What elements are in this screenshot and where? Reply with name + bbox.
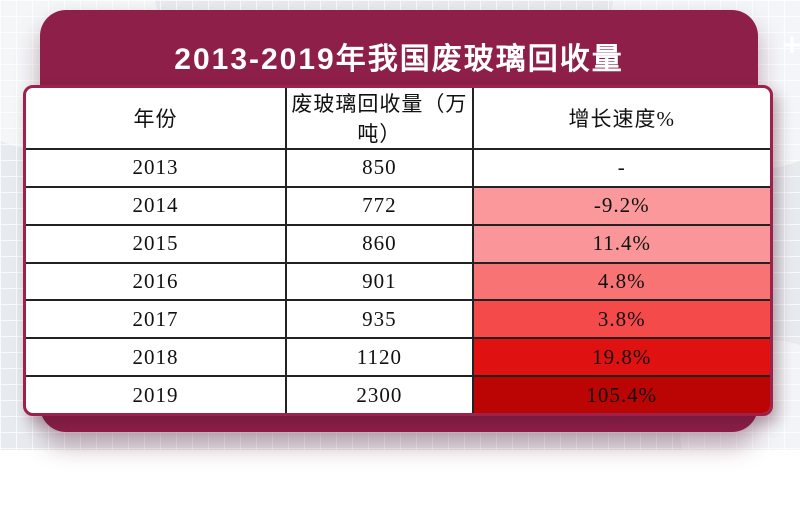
volume-cell: 935	[285, 299, 474, 340]
table-row: 2017 935 3.8%	[26, 299, 770, 340]
volume-cell: 850	[285, 148, 474, 188]
year-cell: 2018	[26, 337, 288, 378]
year-cell: 2015	[26, 223, 288, 264]
growth-cell: 105.4%	[471, 375, 770, 413]
data-table: 年份 废玻璃回收量（万吨） 增长速度% 2013 850-2014 772 -9.2%…	[23, 85, 773, 416]
table-row: 2015 860 11.4%	[26, 223, 770, 264]
volume-cell: 901	[285, 261, 474, 302]
data-table-body: 2013 850-2014 772 -9.2% 2015 860 11.4% 2016 901 4…	[26, 148, 770, 413]
growth-cell: -9.2%	[471, 185, 770, 226]
table-row: 2014 772 -9.2%	[26, 185, 770, 226]
col-header-year: 年份	[26, 88, 288, 150]
year-cell: 2017	[26, 299, 288, 340]
volume-cell: 1120	[285, 337, 474, 378]
page-background: + 2013-2019年我国废玻璃回收量 年份 废玻璃回收量（万吨） 增长速度%…	[0, 0, 800, 450]
col-header-growth: 增长速度%	[471, 88, 770, 150]
table-row: 2019 2300 105.4%	[26, 375, 770, 413]
table-row: 2016 901 4.8%	[26, 261, 770, 302]
growth-cell: 11.4%	[471, 223, 770, 264]
table-header-row: 年份 废玻璃回收量（万吨） 增长速度%	[26, 88, 770, 150]
table-row: 2013 850-	[26, 148, 770, 188]
volume-cell: 860	[285, 223, 474, 264]
year-cell: 2013	[26, 148, 288, 188]
year-cell: 2019	[26, 375, 288, 413]
page-title: 2013-2019年我国废玻璃回收量	[174, 43, 624, 76]
plus-icon: +	[781, 30, 800, 60]
year-cell: 2016	[26, 261, 288, 302]
volume-cell: 772	[285, 185, 474, 226]
year-cell: 2014	[26, 185, 288, 226]
volume-cell: 2300	[285, 375, 474, 413]
growth-cell: 19.8%	[471, 337, 770, 378]
growth-cell: 3.8%	[471, 299, 770, 340]
col-header-volume: 废玻璃回收量（万吨）	[285, 88, 474, 150]
growth-cell: 4.8%	[471, 261, 770, 302]
recycling-table: 年份 废玻璃回收量（万吨） 增长速度% 2013 850-2014 772 -9.2%…	[26, 88, 770, 413]
table-row: 2018 1120 19.8%	[26, 337, 770, 378]
growth-cell: -	[471, 148, 770, 188]
